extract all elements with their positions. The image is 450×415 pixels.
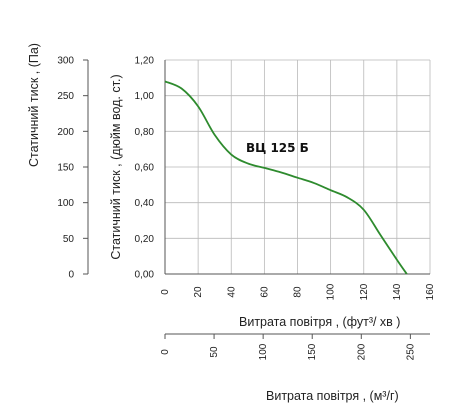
grid-lines bbox=[164, 59, 431, 275]
x-primary-tick-label: 20 bbox=[193, 286, 204, 298]
x-primary-tick-label: 0 bbox=[160, 289, 171, 295]
x-secondary-tick-label: 0 bbox=[160, 349, 171, 355]
x-secondary-tick-label: 50 bbox=[209, 346, 220, 358]
series-label: ВЦ 125 Б bbox=[246, 141, 309, 155]
x-primary-tick-label: 140 bbox=[392, 283, 403, 300]
y-secondary-tick-label: 150 bbox=[57, 163, 74, 174]
y-primary-tick-label: 0,00 bbox=[135, 270, 155, 281]
x-primary-tick-label: 120 bbox=[359, 283, 370, 300]
x-primary-tick-label: 100 bbox=[326, 283, 337, 300]
x-secondary-tick-label: 100 bbox=[258, 343, 269, 360]
series-layer bbox=[164, 80, 408, 275]
series-line bbox=[164, 80, 408, 275]
y-secondary-tick-label: 100 bbox=[57, 198, 74, 209]
y-primary-tick-label: 0,80 bbox=[135, 127, 155, 138]
y-secondary-tick-label: 250 bbox=[57, 91, 74, 102]
x-secondary-tick-label: 150 bbox=[307, 343, 318, 360]
x-secondary-tick-label: 250 bbox=[405, 343, 416, 360]
x-primary-tick-label: 80 bbox=[293, 286, 304, 298]
y-primary-tick-label: 0,20 bbox=[135, 234, 155, 245]
chart-axes bbox=[83, 59, 430, 339]
x-primary-tick-label: 60 bbox=[259, 286, 270, 298]
y-secondary-tick-label: 300 bbox=[57, 56, 74, 67]
y-primary-tick-label: 0,40 bbox=[135, 198, 155, 209]
x-primary-axis-label: Витрата повітря , (фут³/ хв ) bbox=[239, 315, 400, 329]
y-secondary-tick-label: 200 bbox=[57, 127, 74, 138]
x-primary-tick-label: 160 bbox=[425, 283, 436, 300]
x-secondary-axis-label: Витрата повітря , (м³/г) bbox=[266, 389, 399, 403]
y-secondary-axis-label: Статичний тиск , (Па) bbox=[27, 43, 41, 167]
y-primary-tick-label: 1,00 bbox=[135, 91, 155, 102]
y-primary-tick-label: 1,20 bbox=[135, 56, 155, 67]
y-primary-tick-label: 0,60 bbox=[135, 163, 155, 174]
tick-labels: 0 20 40 60 80 100 120 140 160 0,00 0,20 0,40 0,60 0,8… bbox=[57, 56, 436, 361]
x-primary-tick-label: 40 bbox=[226, 286, 237, 298]
y-primary-axis-label: Статичний тиск , (дюйм вод. ст.) bbox=[109, 74, 123, 259]
y-secondary-tick-label: 0 bbox=[68, 270, 74, 281]
y-secondary-tick-label: 50 bbox=[63, 234, 75, 245]
x-secondary-tick-label: 200 bbox=[356, 343, 367, 360]
